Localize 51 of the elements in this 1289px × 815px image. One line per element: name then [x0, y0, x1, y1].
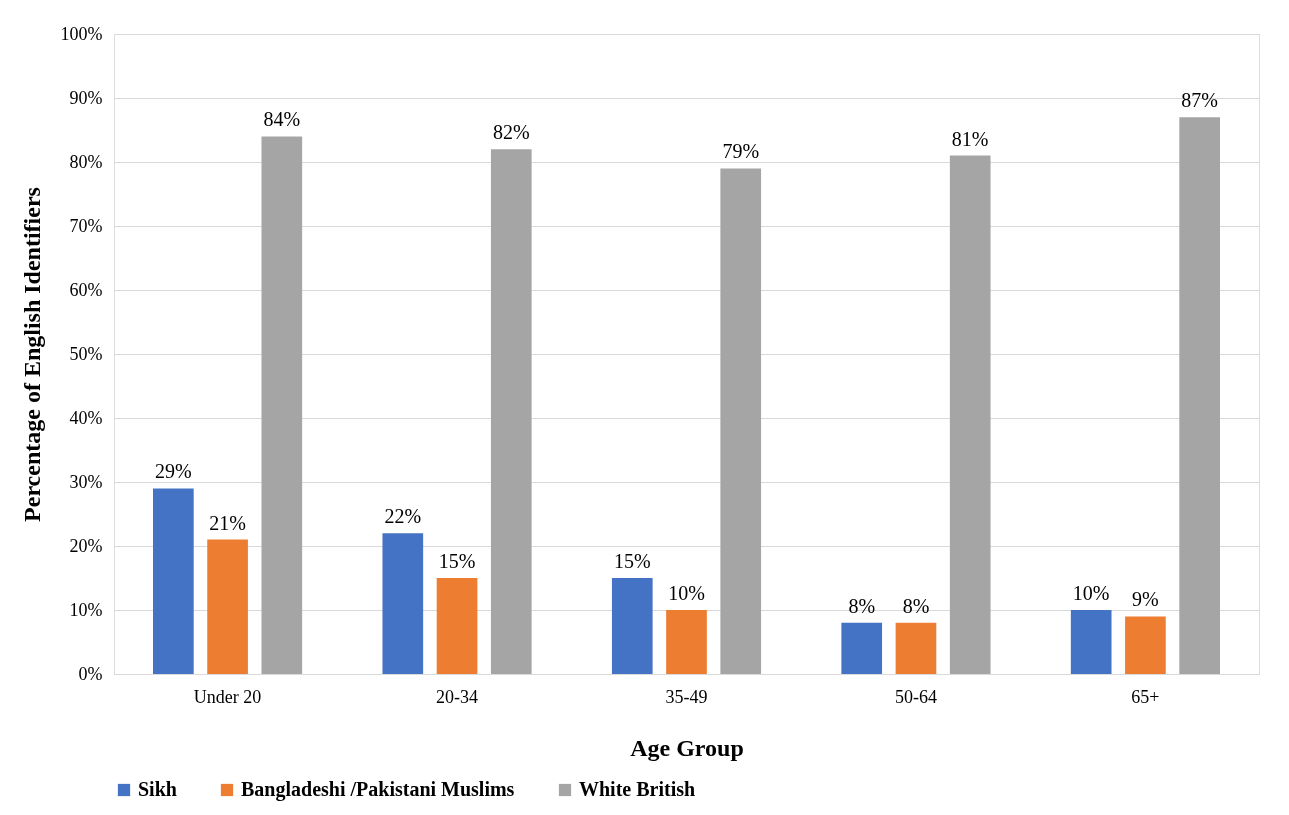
y-tick-label: 50% — [69, 343, 103, 364]
bar — [261, 136, 303, 674]
y-tick-label: 40% — [69, 407, 103, 428]
y-axis-title: Percentage of English Identifiers — [18, 187, 45, 522]
y-tick-label: 70% — [69, 215, 103, 236]
x-tick-label: 20-34 — [436, 686, 479, 707]
data-label: 82% — [492, 121, 530, 144]
y-tick-label: 30% — [69, 471, 103, 492]
data-label: 9% — [1132, 588, 1159, 611]
y-tick-label: 100% — [60, 23, 103, 44]
bar — [1125, 616, 1166, 674]
data-label: 10% — [1072, 582, 1110, 604]
data-label: 8% — [848, 594, 876, 617]
legend-label: White British — [579, 778, 696, 800]
y-tick-label: 60% — [69, 279, 103, 300]
data-label: 10% — [668, 582, 705, 604]
data-label: 79% — [722, 140, 760, 163]
data-label: 81% — [951, 127, 989, 150]
data-label: 22% — [384, 505, 422, 528]
bar — [490, 149, 532, 674]
x-axis-title: Age Group — [630, 734, 744, 761]
y-tick-label: 0% — [78, 663, 103, 684]
data-label: 8% — [902, 594, 930, 617]
bar — [666, 610, 707, 674]
data-label: 87% — [1181, 89, 1218, 112]
y-tick-label: 80% — [69, 151, 103, 172]
bar — [382, 533, 424, 674]
bar — [1070, 610, 1112, 674]
legend-label: Sikh — [138, 778, 177, 800]
x-tick-label: 65+ — [1131, 686, 1160, 707]
bar — [611, 578, 653, 674]
data-label: 15% — [613, 550, 651, 572]
bar — [949, 155, 991, 674]
data-label: 21% — [209, 511, 246, 534]
y-tick-label: 90% — [69, 87, 103, 108]
bar — [153, 488, 194, 674]
x-tick-label: Under 20 — [193, 686, 262, 707]
x-tick-label: 35-49 — [665, 686, 708, 707]
bar — [207, 539, 248, 674]
legend-label: Bangladeshi /Pakistani Muslims — [241, 778, 515, 801]
y-tick-label: 20% — [69, 535, 103, 556]
data-label: 84% — [263, 108, 301, 131]
bar — [1179, 117, 1220, 674]
bar — [841, 622, 883, 674]
data-label: 15% — [438, 550, 476, 572]
y-tick-label: 10% — [69, 599, 103, 620]
bar — [720, 168, 762, 674]
bar — [436, 578, 478, 674]
x-tick-label: 50-64 — [894, 686, 937, 707]
data-label: 29% — [155, 460, 192, 483]
bar — [895, 622, 937, 674]
